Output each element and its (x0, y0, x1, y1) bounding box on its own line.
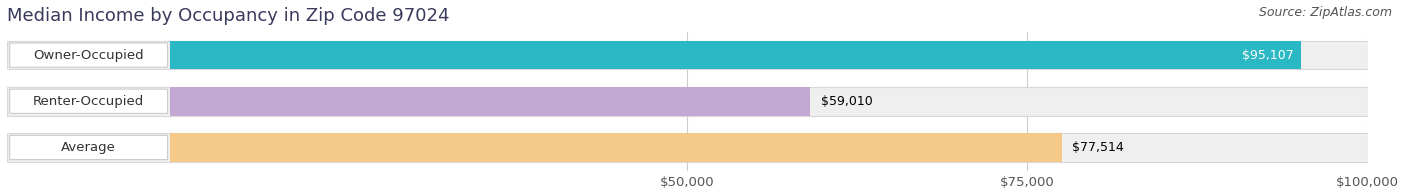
Text: Average: Average (60, 141, 117, 154)
FancyBboxPatch shape (10, 89, 167, 113)
Text: Renter-Occupied: Renter-Occupied (32, 95, 145, 108)
Bar (7, 87, 1368, 116)
Bar (7, 133, 1368, 162)
FancyBboxPatch shape (10, 43, 167, 67)
Text: Owner-Occupied: Owner-Occupied (34, 49, 143, 62)
Text: Median Income by Occupancy in Zip Code 97024: Median Income by Occupancy in Zip Code 9… (7, 7, 450, 25)
Text: $59,010: $59,010 (821, 95, 873, 108)
Text: $95,107: $95,107 (1243, 49, 1294, 62)
Text: $77,514: $77,514 (1073, 141, 1125, 154)
FancyBboxPatch shape (10, 135, 167, 160)
Bar (170, 87, 810, 116)
Bar (170, 133, 1062, 162)
Bar (170, 41, 1301, 69)
Bar (7, 41, 1368, 69)
Text: Source: ZipAtlas.com: Source: ZipAtlas.com (1258, 6, 1392, 19)
